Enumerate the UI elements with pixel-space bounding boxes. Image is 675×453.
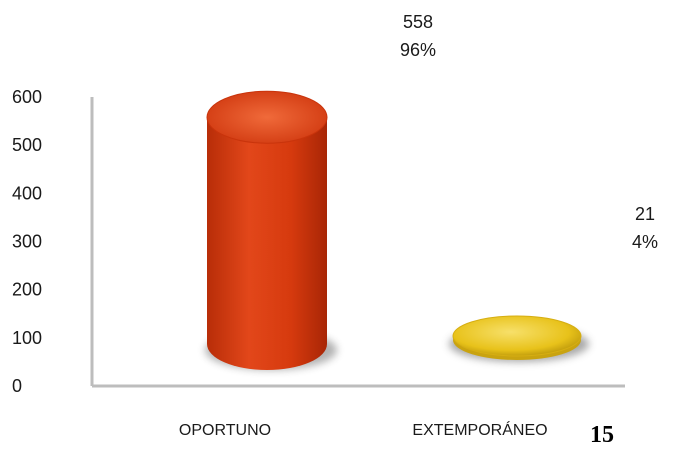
data-label-percent: 96% — [400, 40, 436, 60]
category-label: EXTEMPORÁNEO — [412, 420, 547, 439]
y-tick-label: 500 — [12, 135, 42, 155]
bars — [205, 90, 589, 370]
y-tick-label: 100 — [12, 328, 42, 348]
bar-1 — [449, 315, 589, 362]
labels: 0 100 200 300 400 500 600 OPORTUNO 558 96% EXTEMPO… — [12, 12, 658, 439]
data-label-value: 21 — [635, 204, 655, 224]
bar-body — [207, 117, 327, 370]
y-tick-label: 0 — [12, 376, 22, 396]
axes — [90, 97, 625, 388]
bar-top — [206, 90, 328, 144]
y-tick-label: 400 — [12, 183, 42, 203]
data-label-percent: 4% — [632, 232, 658, 252]
y-tick-label: 200 — [12, 280, 42, 300]
bar-top — [452, 315, 582, 357]
page-number: 15 — [590, 422, 614, 448]
y-tick-label: 600 — [12, 87, 42, 107]
data-label-value: 558 — [403, 12, 433, 32]
category-label: OPORTUNO — [179, 422, 271, 439]
bar-0 — [205, 90, 337, 370]
y-tick-label: 300 — [12, 232, 42, 252]
